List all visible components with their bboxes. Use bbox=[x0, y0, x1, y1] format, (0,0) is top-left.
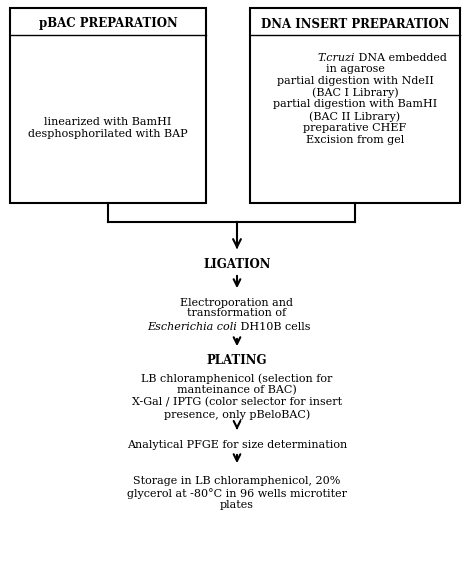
Text: pBAC PREPARATION: pBAC PREPARATION bbox=[38, 18, 177, 31]
Text: Electroporation and: Electroporation and bbox=[181, 298, 293, 308]
Bar bbox=[250, 8, 460, 203]
Text: linearized with BamHI
desphosphorilated with BAP: linearized with BamHI desphosphorilated … bbox=[28, 117, 188, 139]
Text: Analytical PFGE for size determination: Analytical PFGE for size determination bbox=[127, 440, 347, 450]
Text: T.cruzi: T.cruzi bbox=[318, 53, 355, 63]
Text: LB chloramphenicol (selection for
manteinance of BAC)
X-Gal / IPTG (color select: LB chloramphenicol (selection for mantei… bbox=[132, 373, 342, 420]
Bar bbox=[10, 8, 206, 203]
Text: DNA embedded: DNA embedded bbox=[355, 53, 447, 63]
Text: LIGATION: LIGATION bbox=[203, 258, 271, 272]
Text: transformation of: transformation of bbox=[187, 308, 287, 318]
Text: Escherichia coli: Escherichia coli bbox=[147, 322, 237, 332]
Text: DH10B cells: DH10B cells bbox=[237, 322, 310, 332]
Text: Storage in LB chloramphenicol, 20%
glycerol at -80°C in 96 wells microtiter
plat: Storage in LB chloramphenicol, 20% glyce… bbox=[127, 476, 347, 510]
Text: PLATING: PLATING bbox=[207, 353, 267, 366]
Text: in agarose
partial digestion with NdeII
(BAC I Library)
partial digestion with B: in agarose partial digestion with NdeII … bbox=[273, 64, 437, 145]
Text: DNA INSERT PREPARATION: DNA INSERT PREPARATION bbox=[261, 18, 449, 31]
